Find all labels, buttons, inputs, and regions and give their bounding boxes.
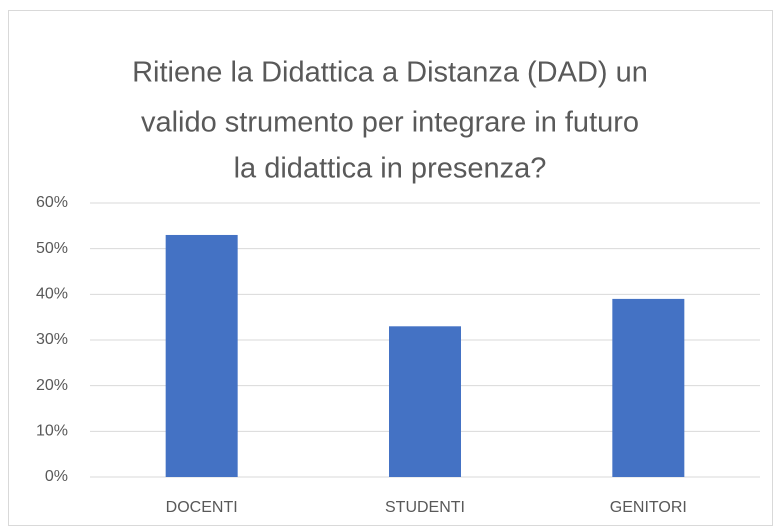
x-tick-label: DOCENTI: [166, 499, 238, 516]
chart-title: la didattica in presenza?: [234, 153, 547, 185]
y-tick-label: 30%: [36, 331, 68, 348]
y-tick-label: 10%: [36, 423, 68, 440]
x-tick-label: GENITORI: [610, 499, 687, 516]
y-tick-label: 60%: [36, 194, 68, 211]
y-tick-label: 40%: [36, 286, 68, 303]
bar: [612, 298, 685, 477]
bar: [389, 326, 461, 477]
y-tick-label: 20%: [36, 377, 68, 394]
chart-title: Ritiene la Didattica a Distanza (DAD) un: [132, 57, 648, 89]
y-tick-label: 0%: [45, 468, 68, 485]
chart-title: valido strumento per integrare in futuro: [141, 107, 639, 139]
y-tick-label: 50%: [36, 240, 68, 257]
x-tick-label: STUDENTI: [385, 499, 465, 516]
bar: [165, 234, 238, 477]
